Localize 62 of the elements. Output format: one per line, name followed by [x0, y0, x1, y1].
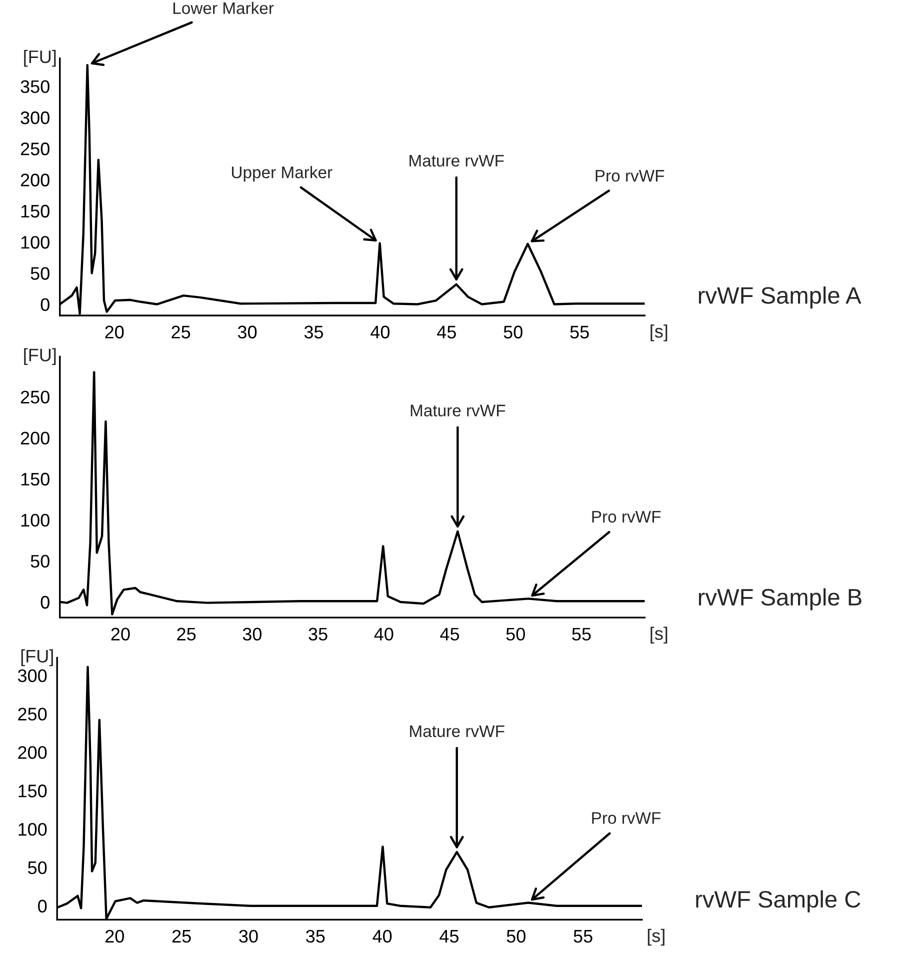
y-tick-label: 350: [20, 80, 50, 94]
x-axis-title: [s]: [650, 324, 668, 342]
y-tick-label: 50: [28, 861, 47, 874]
y-tick-label: 100: [21, 236, 50, 249]
y-tick-label: 300: [18, 669, 47, 682]
x-axis-title: [s]: [648, 928, 664, 946]
y-tick-label: 250: [20, 390, 50, 404]
annotation: Lower Marker: [173, 2, 274, 14]
y-axis-title: [FU]: [24, 348, 56, 366]
text: rvWF Sample B: [698, 588, 862, 610]
x-tick-label: 50: [504, 326, 522, 338]
x-tick-label: 40: [370, 326, 390, 338]
x-tick-label: 45: [440, 628, 460, 641]
y-tick-label: 150: [21, 204, 50, 218]
y-axis-title: [FU]: [24, 50, 56, 67]
x-tick-label: 55: [570, 326, 589, 338]
x-tick-label: 20: [106, 930, 124, 943]
x-tick-label: 45: [437, 326, 456, 338]
x-tick-label: 25: [177, 628, 196, 641]
y-tick-label: 100: [18, 822, 47, 836]
x-tick-label: 35: [308, 628, 328, 641]
x-tick-label: 25: [172, 326, 190, 338]
y-tick-label: 150: [18, 784, 47, 798]
annotation: Mature rvWF: [410, 725, 504, 738]
x-tick-label: 30: [242, 628, 262, 641]
y-tick-label: 250: [18, 708, 47, 721]
x-tick-label: 40: [372, 930, 392, 943]
y-tick-label: 200: [20, 174, 50, 186]
y-tick-label: 0: [38, 900, 47, 913]
y-axis-title: [FU]: [21, 649, 53, 666]
y-tick-label: 150: [21, 472, 50, 486]
x-tick-label: 45: [440, 930, 459, 943]
x-tick-label: 20: [105, 326, 124, 338]
annotation: Mature rvWF: [410, 404, 506, 416]
y-tick-label: 0: [40, 596, 50, 609]
annotation: Mature rvWF: [410, 154, 504, 167]
x-tick-label: 25: [172, 930, 191, 943]
text: rvWF Sample A: [698, 286, 862, 308]
y-tick-label: 0: [40, 298, 50, 311]
x-tick-label: 20: [111, 628, 130, 641]
y-tick-label: 100: [21, 514, 50, 527]
x-tick-label: 30: [239, 930, 258, 943]
y-tick-label: 50: [30, 554, 50, 568]
x-tick-label: 35: [306, 930, 325, 943]
y-tick-label: 200: [18, 746, 47, 759]
y-tick-label: 50: [30, 267, 50, 280]
x-tick-label: 50: [506, 628, 525, 641]
x-tick-label: 30: [238, 326, 257, 338]
y-tick-label: 200: [20, 432, 50, 445]
annotation: Pro rvWF: [596, 170, 664, 182]
y-tick-label: 250: [20, 142, 50, 156]
x-tick-label: 55: [574, 930, 592, 943]
x-tick-label: 55: [572, 628, 591, 641]
x-tick-label: 40: [374, 628, 394, 641]
text: rvWF Sample C: [696, 890, 860, 912]
x-axis-title: [s]: [650, 626, 668, 644]
x-tick-label: 50: [506, 930, 526, 943]
annotation: Pro rvWF: [592, 510, 661, 523]
annotation: Pro rvWF: [592, 812, 661, 824]
annotation: Upper Marker: [232, 166, 332, 182]
y-tick-label: 300: [20, 111, 50, 124]
x-tick-label: 35: [304, 326, 324, 338]
